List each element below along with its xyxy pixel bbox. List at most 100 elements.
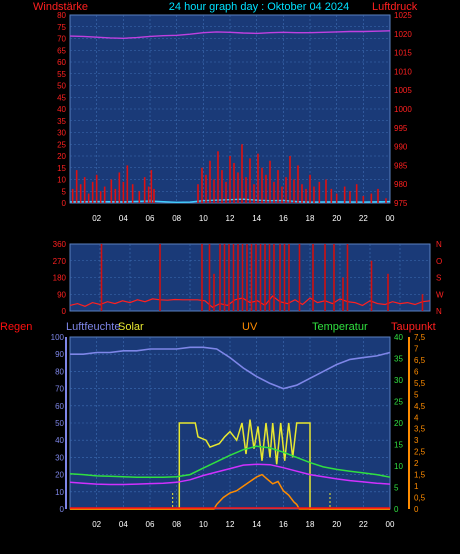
uv-tick-label: 1,5 [414, 471, 426, 480]
x-tick-label: 22 [359, 214, 368, 223]
humidity-tick-label: 80 [55, 367, 64, 376]
left-tick-label: 50 [57, 82, 66, 91]
temperature-tick-label: 5 [394, 484, 399, 493]
uv-tick-label: 1 [414, 482, 419, 491]
left-tick-label: 70 [57, 35, 66, 44]
label-uv: UV [242, 321, 258, 333]
right-tick-label: 1005 [394, 86, 412, 95]
x-tick-label: 02 [92, 214, 101, 223]
humidity-tick-label: 90 [55, 350, 64, 359]
right-tick-label: 985 [394, 161, 408, 170]
x-tick-label: 08 [172, 214, 181, 223]
x-tick-label: 16 [279, 520, 288, 529]
temperature-tick-label: 15 [394, 441, 403, 450]
right-tick-label: 975 [394, 199, 408, 208]
left-tick-label: 30 [57, 129, 66, 138]
left-tick-label: 25 [57, 140, 66, 149]
humidity-tick-label: 0 [60, 505, 65, 514]
left-axis-title-wind: Windstärke [33, 1, 88, 13]
uv-tick-label: 0,5 [414, 494, 426, 503]
x-tick-label: 10 [199, 520, 208, 529]
temperature-tick-label: 35 [394, 355, 403, 364]
x-tick-label: 18 [306, 520, 315, 529]
left-tick-label: 360 [53, 240, 67, 249]
humidity-tick-label: 60 [55, 402, 64, 411]
compass-label: O [436, 257, 442, 266]
left-tick-label: 90 [57, 290, 66, 299]
humidity-tick-label: 20 [55, 471, 64, 480]
left-tick-label: 180 [53, 274, 67, 283]
x-tick-label: 16 [279, 214, 288, 223]
uv-tick-label: 3,5 [414, 425, 426, 434]
label-humidity: Luftfeuchte [66, 321, 120, 333]
humidity-line [70, 346, 391, 390]
compass-label: N [436, 307, 442, 316]
temperature-line [69, 445, 391, 478]
compass-label: W [436, 290, 444, 299]
left-tick-label: 0 [62, 199, 67, 208]
uv-tick-label: 4,5 [414, 402, 426, 411]
right-tick-label: 990 [394, 143, 408, 152]
x-tick-label: 06 [146, 520, 155, 529]
humidity-tick-label: 70 [55, 385, 64, 394]
uv-tick-label: 3 [414, 436, 419, 445]
left-tick-label: 75 [57, 23, 66, 32]
uv-tick-label: 7 [414, 344, 419, 353]
temperature-tick-label: 40 [394, 333, 403, 342]
x-tick-label: 04 [119, 214, 128, 223]
label-rain: Regen [0, 321, 32, 333]
x-tick-label: 14 [252, 520, 261, 529]
climate-panel: 0102030405060708090100051015202530354000… [51, 333, 426, 529]
page-title: 24 hour graph day : Oktober 04 2024 [169, 1, 349, 13]
temperature-tick-label: 0 [394, 505, 399, 514]
compass-label: N [436, 240, 442, 249]
uv-tick-label: 6,5 [414, 356, 426, 365]
uv-tick-label: 5,5 [414, 379, 426, 388]
uv-tick-label: 2,5 [414, 448, 426, 457]
x-tick-label: 00 [386, 520, 395, 529]
humidity-tick-label: 100 [51, 333, 65, 342]
uv-tick-label: 0 [414, 505, 419, 514]
x-tick-label: 20 [332, 214, 341, 223]
uv-line [70, 473, 390, 510]
x-tick-label: 02 [92, 520, 101, 529]
temperature-tick-label: 25 [394, 398, 403, 407]
left-tick-label: 45 [57, 93, 66, 102]
left-tick-label: 40 [57, 105, 66, 114]
uv-tick-label: 4 [414, 413, 419, 422]
left-tick-label: 10 [57, 176, 66, 185]
label-temperature: Temperatur [312, 321, 368, 333]
x-tick-label: 20 [332, 520, 341, 529]
x-tick-label: 12 [226, 214, 235, 223]
direction-line [69, 295, 431, 309]
right-tick-label: 1010 [394, 67, 412, 76]
x-tick-label: 00 [386, 214, 395, 223]
x-tick-label: 04 [119, 520, 128, 529]
left-tick-label: 15 [57, 164, 66, 173]
compass-label: S [436, 274, 441, 283]
x-tick-label: 06 [146, 214, 155, 223]
right-tick-label: 1000 [394, 105, 412, 114]
left-tick-label: 35 [57, 117, 66, 126]
humidity-tick-label: 10 [55, 488, 64, 497]
wind-pressure-panel: 0510152025303540455055606570758097598098… [57, 11, 412, 223]
temperature-tick-label: 30 [394, 376, 403, 385]
x-tick-label: 08 [172, 520, 181, 529]
left-tick-label: 20 [57, 152, 66, 161]
humidity-tick-label: 50 [55, 419, 64, 428]
left-tick-label: 5 [62, 187, 67, 196]
x-tick-label: 12 [226, 520, 235, 529]
left-tick-label: 80 [57, 11, 66, 20]
right-tick-label: 980 [394, 180, 408, 189]
x-tick-label: 18 [306, 214, 315, 223]
right-tick-label: 1025 [394, 11, 412, 20]
right-tick-label: 995 [394, 124, 408, 133]
solar-line [70, 419, 390, 510]
label-dewpoint: Taupunkt [391, 321, 436, 333]
pressure-line [69, 30, 391, 40]
left-tick-label: 60 [57, 58, 66, 67]
dewpoint-line [69, 463, 391, 486]
left-tick-label: 0 [62, 307, 67, 316]
right-tick-label: 1020 [394, 30, 412, 39]
